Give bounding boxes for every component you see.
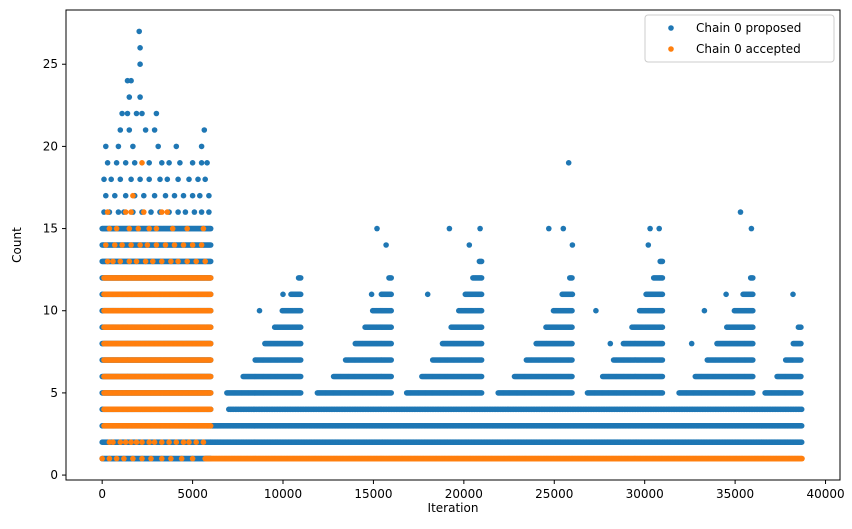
data-point xyxy=(388,275,395,281)
data-point xyxy=(478,324,485,331)
data-point xyxy=(388,357,395,363)
data-point xyxy=(207,258,214,265)
data-point xyxy=(478,373,485,380)
data-point xyxy=(478,291,485,298)
data-point xyxy=(478,390,485,396)
data-point xyxy=(207,225,214,232)
data-point xyxy=(388,291,395,298)
data-point xyxy=(478,258,485,265)
data-point xyxy=(388,307,395,314)
data-point xyxy=(798,423,805,429)
series-0-points xyxy=(99,28,805,462)
data-point xyxy=(297,275,304,281)
data-point xyxy=(569,324,575,331)
data-point xyxy=(798,406,805,413)
data-point xyxy=(297,390,304,396)
data-point xyxy=(297,324,304,331)
data-point xyxy=(388,390,395,396)
data-point xyxy=(297,357,304,363)
data-point xyxy=(478,307,485,314)
data-point xyxy=(569,390,575,396)
data-point xyxy=(798,439,805,446)
data-point xyxy=(478,340,485,347)
data-point xyxy=(478,275,485,281)
data-point xyxy=(569,340,575,347)
data-points xyxy=(99,28,805,462)
data-point xyxy=(297,291,304,298)
data-point xyxy=(569,373,575,380)
data-point xyxy=(297,340,304,347)
data-point xyxy=(569,357,575,363)
data-point xyxy=(569,307,575,314)
data-point xyxy=(388,340,395,347)
data-point xyxy=(478,357,485,363)
data-point xyxy=(207,242,214,248)
data-point xyxy=(388,373,395,380)
data-point xyxy=(388,324,395,331)
data-point xyxy=(297,307,304,314)
data-point xyxy=(297,373,304,380)
data-point xyxy=(569,275,575,281)
